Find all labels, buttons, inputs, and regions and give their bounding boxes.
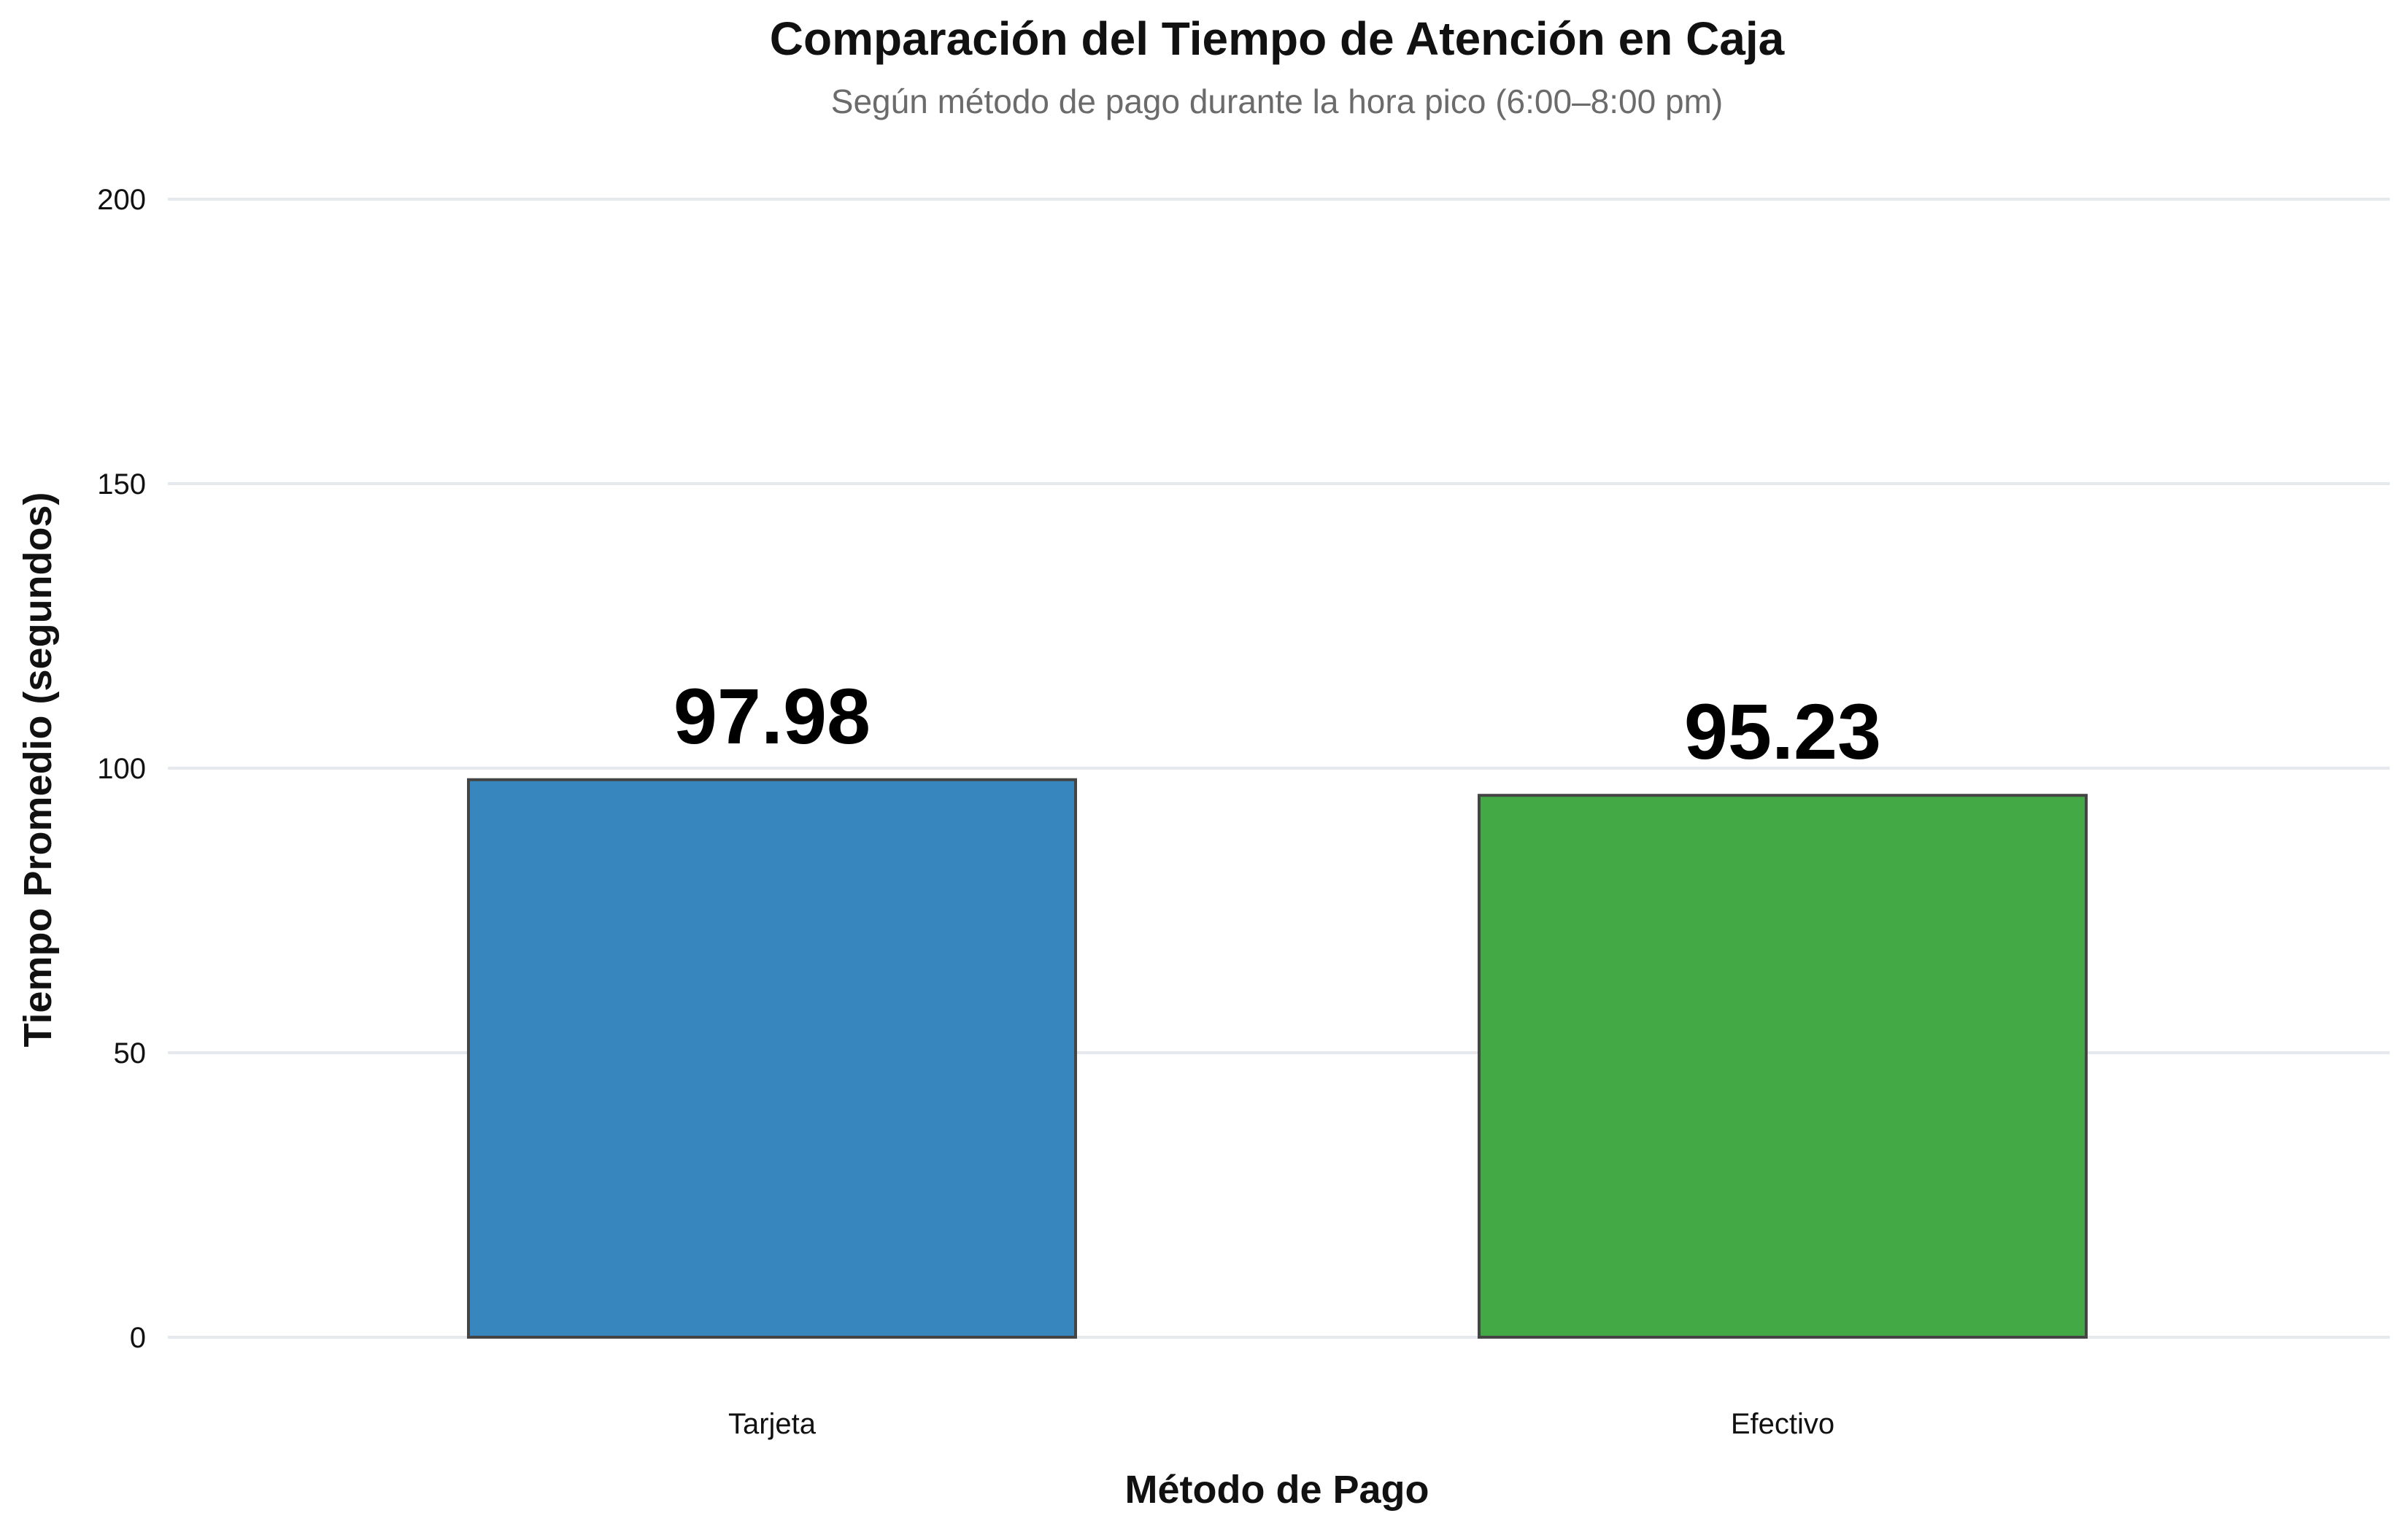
x-axis-ticks: Tarjeta Efectivo [728, 1408, 1834, 1440]
chart-subtitle: Según método de pago durante la hora pic… [831, 82, 1723, 120]
y-tick-label: 100 [97, 753, 146, 785]
data-label: 97.98 [674, 672, 871, 760]
y-axis-title: Tiempo Promedio (segundos) [16, 492, 60, 1047]
data-label: 95.23 [1684, 687, 1881, 775]
y-axis-ticks: 0 50 100 150 200 [97, 184, 146, 1354]
y-tick-label: 200 [97, 184, 146, 216]
bars [467, 778, 2088, 1339]
x-tick-label: Tarjeta [728, 1408, 817, 1440]
bar-tarjeta [467, 778, 1077, 1339]
y-tick-label: 0 [130, 1322, 146, 1354]
bar-efectivo [1478, 794, 2088, 1339]
x-tick-label: Efectivo [1731, 1408, 1834, 1440]
data-labels: 97.98 95.23 [674, 672, 1881, 775]
y-tick-label: 50 [114, 1037, 147, 1069]
x-axis-title: Método de Pago [1125, 1468, 1429, 1512]
chart-title: Comparación del Tiempo de Atención en Ca… [770, 12, 1785, 65]
y-tick-label: 150 [97, 468, 146, 500]
